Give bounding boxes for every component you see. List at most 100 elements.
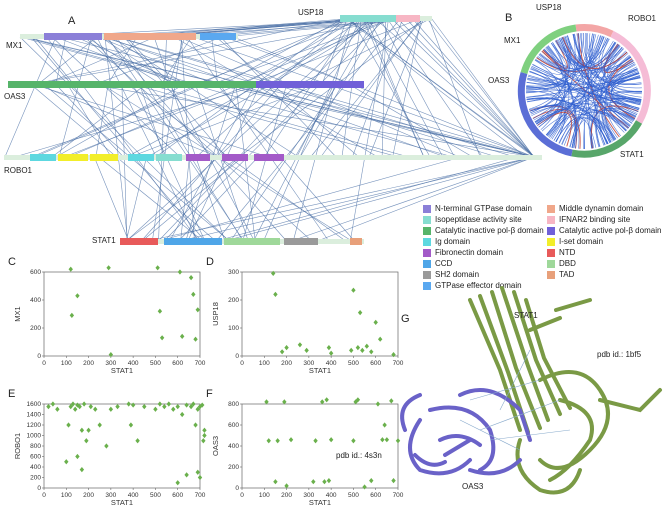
- circos-link: [584, 32, 611, 144]
- circos-link: [526, 35, 572, 88]
- y-axis-label: ROBO1: [13, 433, 22, 459]
- legend-swatch: [547, 204, 555, 213]
- x-tick-label: 200: [83, 492, 94, 499]
- xlink-edge: [153, 36, 226, 243]
- legend-label: GTPase effector domain: [435, 281, 522, 290]
- xlink-edge: [397, 18, 535, 158]
- x-axis-label: STAT1: [111, 498, 133, 507]
- data-point: [184, 402, 189, 408]
- xlink-edge: [99, 157, 205, 243]
- legend-label: DBD: [559, 259, 576, 268]
- legend-item: TAD: [547, 270, 574, 279]
- y-tick-label: 100: [228, 325, 239, 332]
- legend-item: Ig domain: [423, 237, 470, 246]
- legend-swatch: [547, 226, 555, 235]
- xlink-edge: [351, 18, 431, 159]
- xlink-edge: [59, 36, 535, 158]
- circos-link: [603, 108, 635, 139]
- xlink-edge: [4, 36, 57, 159]
- xlink-edge: [346, 18, 528, 159]
- data-point: [193, 422, 198, 428]
- circos-link: [543, 48, 575, 148]
- plot-frame: [241, 271, 399, 357]
- circos-link: [525, 90, 563, 138]
- xlink-edge: [268, 18, 362, 86]
- xlink-edge: [105, 36, 288, 243]
- x-tick-label: 400: [128, 492, 139, 499]
- data-point: [55, 406, 60, 412]
- data-point: [275, 438, 280, 444]
- data-point: [304, 347, 309, 353]
- data-point: [157, 401, 163, 407]
- circos-link: [525, 35, 601, 91]
- data-point: [326, 345, 332, 351]
- data-point: [93, 406, 98, 412]
- data-point: [195, 469, 200, 475]
- x-tick-label: 200: [83, 360, 94, 367]
- xlink-edge: [349, 84, 475, 159]
- data-point: [395, 438, 401, 444]
- legend-swatch: [423, 215, 431, 224]
- xlink-edge: [168, 36, 186, 86]
- data-point: [328, 437, 334, 443]
- scatter-e: 0 100 200 300 400 500 600 700 0 200 400 600 800 1000 1…: [13, 401, 207, 507]
- y-tick-label: 1000: [27, 433, 42, 440]
- xlink-edge: [181, 36, 195, 243]
- xlink-edge: [341, 18, 362, 159]
- xlink-edge: [348, 18, 535, 158]
- mx1-ged-domain: [200, 33, 236, 40]
- circos-link: [527, 76, 641, 85]
- xlink-edge: [121, 84, 128, 243]
- data-point: [66, 422, 71, 428]
- circos-link: [532, 63, 627, 132]
- y-tick-label: 200: [30, 475, 41, 482]
- legend-item: Middle dynamin domain: [547, 204, 644, 213]
- legend-label: SH2 domain: [435, 270, 480, 279]
- data-point: [197, 474, 203, 481]
- y-tick-label: 200: [228, 464, 239, 471]
- circos-link: [600, 38, 642, 86]
- xlink-edge: [61, 18, 420, 159]
- xlink-edge: [56, 84, 125, 159]
- circos-link: [572, 34, 642, 89]
- data-point: [50, 401, 56, 407]
- xlink-edge: [154, 18, 345, 159]
- xlink-edge: [44, 84, 231, 243]
- x-tick-label: 400: [128, 360, 139, 367]
- circos-link: [537, 55, 638, 78]
- data-point: [179, 411, 185, 418]
- data-point: [322, 479, 327, 485]
- data-point: [391, 478, 396, 484]
- x-tick-label: 0: [42, 492, 46, 499]
- data-point: [159, 335, 165, 341]
- legend-swatch: [423, 204, 431, 213]
- circos-link: [534, 35, 602, 122]
- xlink-edge: [412, 18, 535, 158]
- legend-item: Catalytic active pol-β domain: [547, 226, 661, 235]
- data-point: [328, 350, 334, 356]
- xlink-edge: [46, 36, 200, 243]
- scatter-f: 0 100 200 300 400 500 600 700 0 200 400 600 800 STAT1…: [211, 397, 404, 507]
- data-point: [380, 437, 385, 443]
- x-tick-label: 200: [281, 492, 292, 499]
- mx1-middle-domain: [104, 33, 196, 40]
- oas3-inactive-domain: [8, 81, 256, 88]
- legend-item: GTPase effector domain: [423, 281, 522, 290]
- y-tick-label: 0: [37, 353, 41, 360]
- y-tick-label: 600: [30, 269, 41, 276]
- oas3-structure: [400, 388, 532, 476]
- legend-item: N-terminal GTPase domain: [423, 204, 532, 213]
- stat1-arc: [571, 120, 643, 158]
- circos-link: [526, 97, 613, 142]
- data-point: [142, 404, 147, 410]
- legend-item: CCD: [423, 259, 452, 268]
- data-point: [188, 404, 194, 410]
- xlink-edge: [92, 84, 535, 158]
- y-tick-label: 0: [235, 485, 239, 492]
- xlink-edge: [178, 36, 463, 159]
- xlink-edge: [135, 84, 403, 159]
- y-tick-label: 200: [228, 297, 239, 304]
- data-point: [115, 404, 120, 410]
- legend-item: Fibronectin domain: [423, 248, 503, 257]
